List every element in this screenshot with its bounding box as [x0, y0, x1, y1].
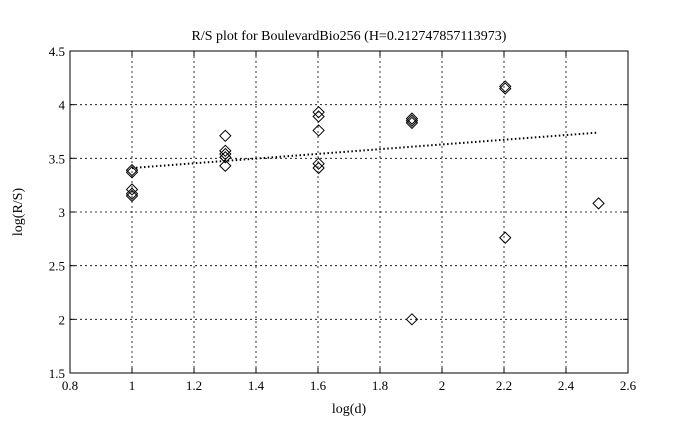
- data-point-diamond: [405, 112, 419, 125]
- data-point-diamond: [125, 189, 139, 203]
- fit-line: [131, 131, 599, 169]
- grid-layer: [70, 51, 628, 373]
- x-tick-label: 0.8: [62, 378, 78, 393]
- data-point-diamond: [312, 161, 325, 175]
- x-tick-label: 2.2: [496, 378, 512, 393]
- y-tick-label: 2: [59, 312, 66, 327]
- x-tick-label: 1.8: [372, 378, 388, 393]
- data-point-diamond: [405, 313, 419, 326]
- data-point-diamond: [499, 231, 512, 244]
- data-point-diamond: [219, 129, 232, 143]
- data-point-diamond: [405, 116, 419, 130]
- data-point-diamond: [219, 159, 232, 173]
- data-point-diamond: [125, 166, 139, 179]
- x-tick-label: 2.4: [558, 378, 575, 393]
- data-point-diamond: [312, 157, 325, 170]
- data-point-diamond: [312, 105, 325, 119]
- data-point-diamond: [125, 183, 139, 196]
- plot-frame: [69, 50, 629, 374]
- data-point-diamond: [499, 80, 512, 93]
- x-tick-label: 1.4: [248, 378, 265, 393]
- y-tick-label: 1.5: [49, 366, 65, 381]
- data-point-diamond: [592, 197, 605, 210]
- x-tick-label: 2.6: [620, 378, 637, 393]
- y-tick-label: 3.5: [49, 151, 65, 166]
- data-point-diamond: [499, 82, 512, 95]
- data-point-diamond: [219, 144, 232, 158]
- y-axis-label: log(R/S): [11, 188, 26, 237]
- fit-line-layer: [131, 131, 599, 169]
- y-tick-label: 4.5: [49, 44, 65, 59]
- data-point-diamond: [219, 147, 232, 161]
- data-point-diamond: [219, 151, 232, 164]
- x-tick-label: 2: [439, 378, 446, 393]
- data-point-diamond: [312, 124, 325, 137]
- y-tick-label: 3: [59, 205, 66, 220]
- data-point-diamond: [125, 163, 139, 177]
- chart-title: R/S plot for BoulevardBio256 (H=0.212747…: [192, 29, 507, 44]
- y-tick-label: 4: [59, 98, 66, 113]
- data-point-diamond: [125, 187, 139, 200]
- x-axis-label: log(d): [332, 402, 367, 417]
- y-tick-label: 2.5: [49, 259, 65, 274]
- x-tick-label: 1.6: [310, 378, 327, 393]
- data-point-diamond: [312, 110, 325, 123]
- data-point-diamond: [405, 114, 419, 127]
- x-tick-label: 1: [129, 378, 136, 393]
- x-tick-label: 1.2: [186, 378, 202, 393]
- tick-layer: 0.8 1 1.2 1.4 1.6 1.8 2 2.2 2.4 2.6 1.5 2 2.5 3 3.5 4 4.…: [49, 44, 637, 393]
- data-points-layer: [125, 80, 605, 326]
